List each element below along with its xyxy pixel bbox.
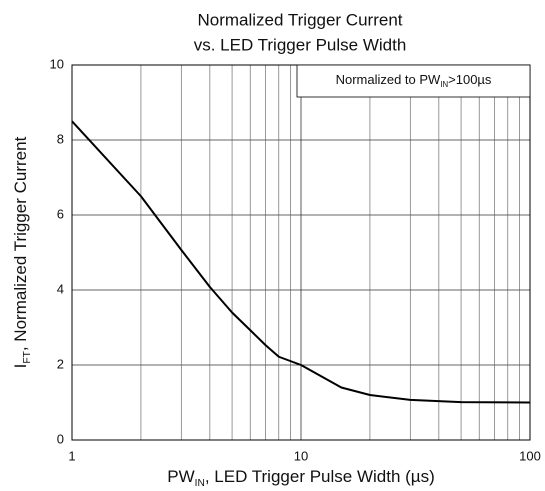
y-tick-label: 0 <box>57 431 64 446</box>
x-tick-label: 1 <box>68 448 75 463</box>
chart-title: vs. LED Trigger Pulse Width <box>194 35 407 54</box>
annotation: Normalized to PWIN>100µs <box>336 72 492 89</box>
y-tick-label: 10 <box>50 56 64 71</box>
x-axis-label-part: , LED Trigger Pulse Width (µs) <box>205 467 435 486</box>
x-axis-label-subscript: IN <box>195 478 205 489</box>
y-axis-label-part: I <box>11 364 30 369</box>
annotation-box <box>296 64 531 98</box>
y-axis-label-subscript: FT <box>22 351 33 363</box>
y-axis-label: IFT, Normalized Trigger Current <box>11 136 32 368</box>
annotation-part: >100µs <box>448 72 492 87</box>
x-tick-label: 100 <box>519 448 541 463</box>
x-tick-label: 10 <box>294 448 308 463</box>
x-axis-label: PWIN, LED Trigger Pulse Width (µs) <box>167 467 435 488</box>
data-line <box>71 120 531 404</box>
y-tick-label: 4 <box>57 281 64 296</box>
x-axis-label-part: PW <box>167 467 194 486</box>
y-axis-label-part: , Normalized Trigger Current <box>11 136 30 351</box>
y-tick-label: 2 <box>57 356 64 371</box>
y-tick-label: 8 <box>57 131 64 146</box>
annotation-part: Normalized to PW <box>336 72 441 87</box>
chart-title: Normalized Trigger Current <box>197 10 402 29</box>
annotation-subscript: IN <box>440 80 448 89</box>
y-tick-label: 6 <box>57 206 64 221</box>
